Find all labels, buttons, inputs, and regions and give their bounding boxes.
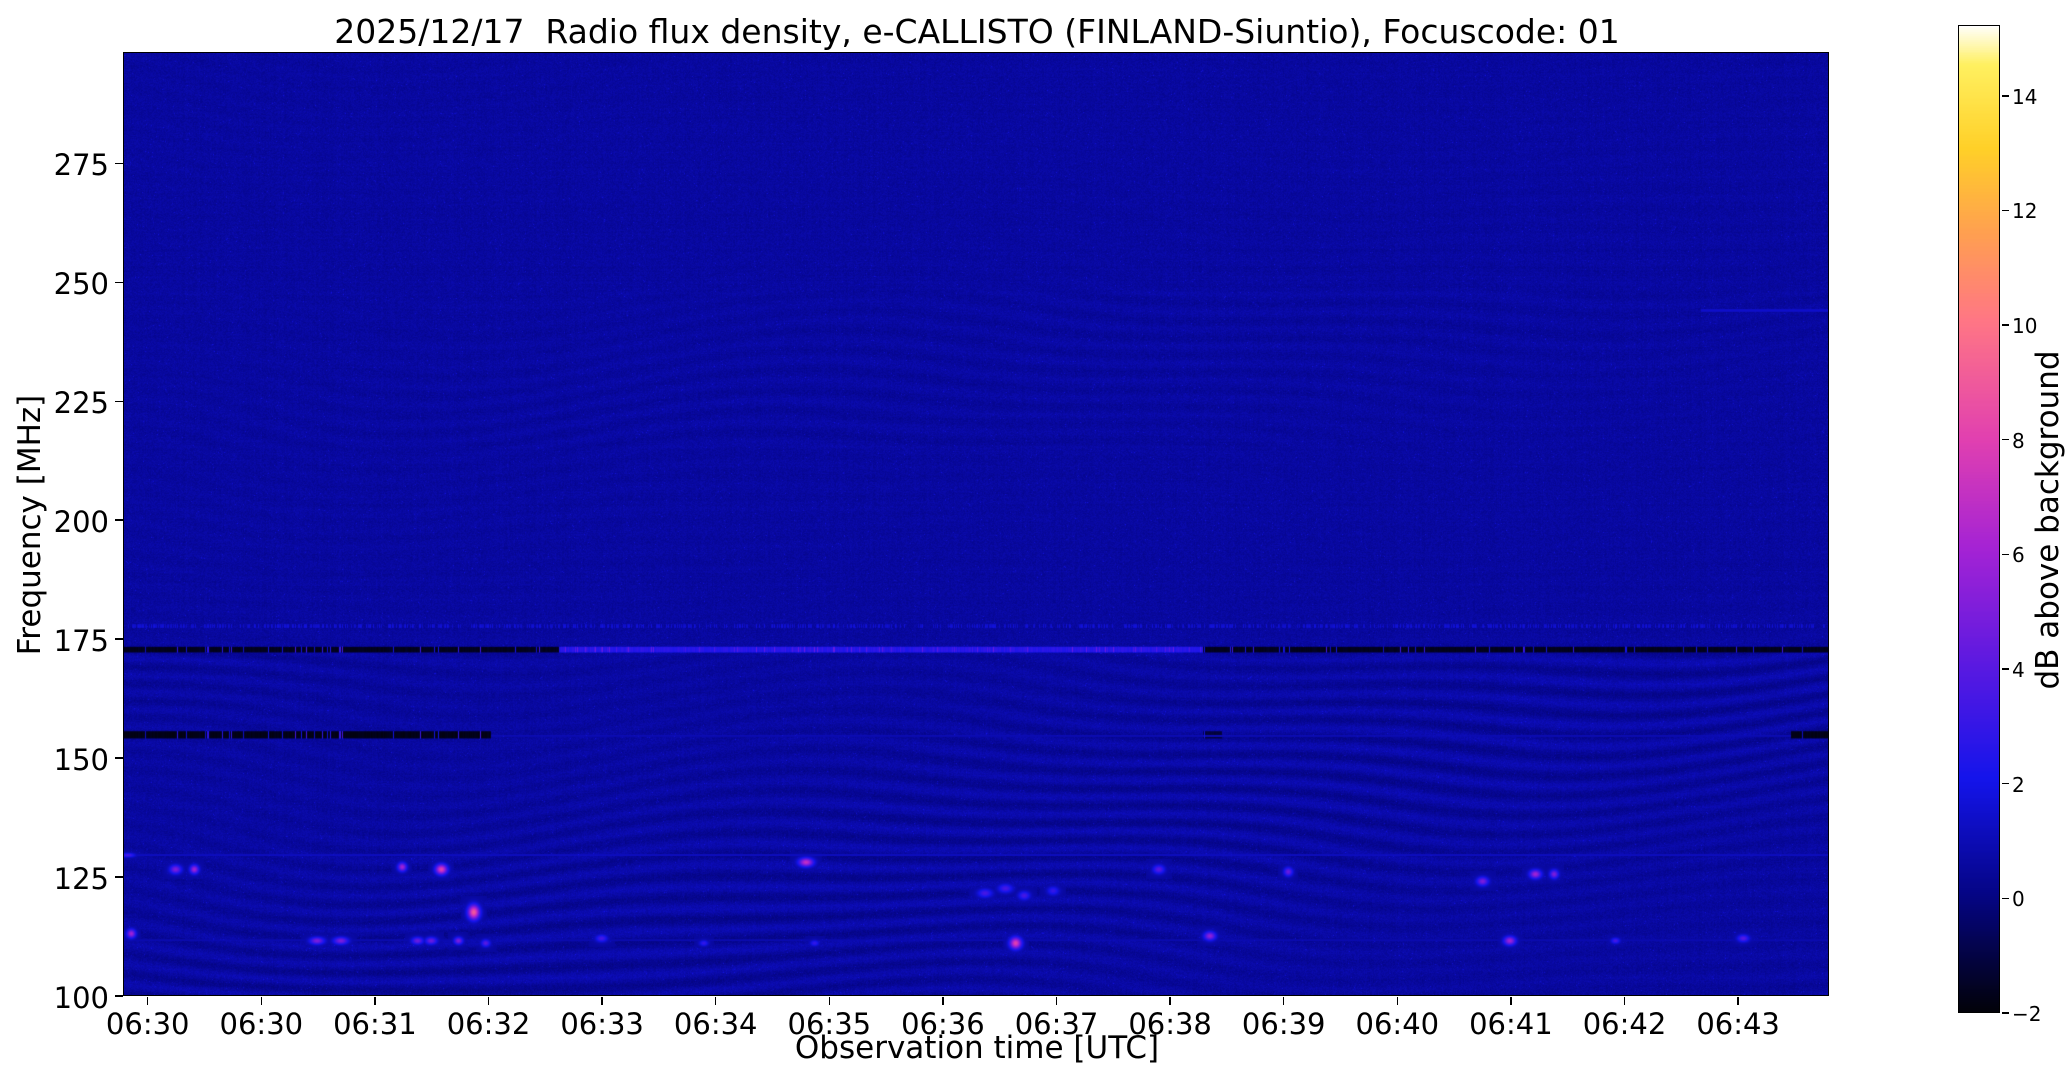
colorbar-tick-label: 4 (2012, 658, 2025, 683)
x-tick-mark (714, 997, 717, 1005)
colorbar-tick-mark (2001, 553, 2009, 556)
x-tick-mark (1282, 997, 1285, 1005)
x-tick-mark (942, 997, 944, 1005)
x-tick-label: 06:42 (1582, 1007, 1667, 1041)
colorbar-tick-label: 14 (2012, 84, 2038, 109)
colorbar (1958, 25, 2001, 1014)
y-tick-label: 200 (53, 505, 109, 540)
x-tick-label: 06:36 (901, 1007, 985, 1041)
colorbar-tick-mark (2001, 1012, 2009, 1014)
x-tick-mark (601, 997, 603, 1005)
colorbar-tick-mark (2001, 668, 2009, 670)
y-tick-label: 275 (53, 148, 109, 183)
colorbar-tick-label: 10 (2012, 314, 2038, 339)
y-tick-mark (115, 638, 124, 640)
x-tick-label: 06:38 (1128, 1007, 1212, 1041)
y-tick-label: 150 (53, 743, 109, 778)
colorbar-tick-mark (2001, 897, 2009, 900)
colorbar-tick-mark (2001, 324, 2009, 326)
chart-title: 2025/12/17 Radio flux density, e-CALLIST… (334, 12, 1620, 51)
x-tick-label: 06:41 (1469, 1007, 1553, 1041)
x-tick-label: 06:31 (333, 1007, 417, 1041)
x-tick-mark (260, 997, 263, 1005)
colorbar-tick-label: 12 (2012, 199, 2038, 224)
x-tick-label: 06:35 (787, 1007, 872, 1041)
colorbar-tick-mark (2001, 438, 2009, 441)
x-tick-label: 06:30 (219, 1007, 304, 1041)
spectrogram-canvas (124, 53, 1829, 996)
y-tick-mark (115, 519, 124, 521)
x-tick-mark (1055, 997, 1058, 1005)
colorbar-canvas (1959, 26, 2000, 1013)
y-tick-label: 100 (53, 981, 109, 1015)
x-axis-label: Observation time [UTC] (794, 1030, 1160, 1066)
x-tick-mark (1396, 997, 1399, 1005)
x-tick-mark (828, 997, 831, 1005)
y-tick-label: 225 (53, 386, 109, 421)
colorbar-label: dB above background (2030, 350, 2066, 690)
x-tick-label: 06:34 (673, 1007, 758, 1041)
x-tick-mark (487, 997, 490, 1005)
y-tick-mark (115, 995, 124, 997)
x-tick-mark (1737, 997, 1739, 1005)
x-tick-label: 06:37 (1014, 1007, 1099, 1041)
x-tick-label: 06:33 (560, 1007, 644, 1041)
colorbar-tick-label: −2 (2012, 1002, 2042, 1026)
y-tick-label: 175 (53, 624, 109, 659)
colorbar-tick-mark (2001, 95, 2009, 97)
x-tick-label: 06:32 (446, 1007, 531, 1041)
y-tick-mark (115, 876, 124, 878)
x-tick-mark (1510, 997, 1512, 1005)
x-tick-mark (1169, 997, 1171, 1005)
colorbar-tick-label: 0 (2012, 887, 2025, 912)
plot-area (123, 52, 1830, 997)
colorbar-tick-label: 6 (2012, 543, 2025, 568)
colorbar-tick-label: 8 (2012, 428, 2025, 453)
y-tick-mark (115, 400, 124, 403)
x-tick-label: 06:39 (1241, 1007, 1326, 1041)
x-tick-mark (374, 997, 376, 1005)
x-tick-mark (146, 997, 149, 1005)
y-tick-label: 125 (53, 862, 109, 897)
colorbar-tick-mark (2001, 209, 2009, 212)
x-tick-label: 06:30 (105, 1007, 190, 1041)
colorbar-tick-mark (2001, 782, 2009, 785)
x-tick-label: 06:40 (1355, 1007, 1440, 1041)
colorbar-tick-label: 2 (2012, 772, 2025, 797)
y-tick-mark (115, 162, 124, 165)
y-tick-label: 250 (53, 267, 109, 302)
y-tick-mark (115, 757, 124, 759)
y-tick-mark (115, 281, 124, 284)
x-tick-mark (1623, 997, 1626, 1005)
x-tick-label: 06:43 (1696, 1007, 1780, 1041)
